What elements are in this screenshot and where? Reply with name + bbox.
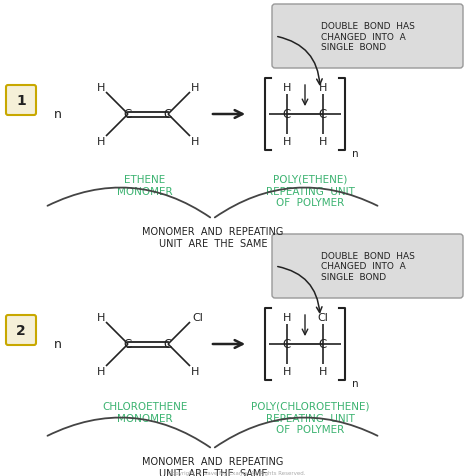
Text: C: C xyxy=(319,108,327,121)
Text: Cl: Cl xyxy=(318,312,328,322)
Text: 1: 1 xyxy=(16,94,26,108)
Text: n: n xyxy=(54,338,62,351)
Text: Cl: Cl xyxy=(192,312,203,322)
Text: DOUBLE  BOND  HAS
CHANGED  INTO  A
SINGLE  BOND: DOUBLE BOND HAS CHANGED INTO A SINGLE BO… xyxy=(320,22,414,52)
Text: H: H xyxy=(97,137,105,147)
Text: C: C xyxy=(164,338,172,351)
Text: MONOMER  AND  REPEATING
UNIT  ARE  THE  SAME: MONOMER AND REPEATING UNIT ARE THE SAME xyxy=(142,227,283,248)
Text: H: H xyxy=(191,366,199,376)
Text: MONOMER  AND  REPEATING
UNIT  ARE  THE  SAME: MONOMER AND REPEATING UNIT ARE THE SAME xyxy=(142,456,283,476)
Text: H: H xyxy=(97,366,105,376)
Text: Copyright © Save My Exams. All Rights Reserved.: Copyright © Save My Exams. All Rights Re… xyxy=(168,469,306,475)
Text: C: C xyxy=(124,108,132,121)
Text: H: H xyxy=(283,83,291,93)
Text: 2: 2 xyxy=(16,323,26,337)
Text: H: H xyxy=(319,366,327,376)
Text: ETHENE
MONOMER: ETHENE MONOMER xyxy=(117,175,173,196)
Text: H: H xyxy=(283,137,291,147)
Text: n: n xyxy=(352,149,358,159)
Text: DOUBLE  BOND  HAS
CHANGED  INTO  A
SINGLE  BOND: DOUBLE BOND HAS CHANGED INTO A SINGLE BO… xyxy=(320,252,414,281)
Text: POLY(CHLOROETHENE)
REPEATING  UNIT
OF  POLYMER: POLY(CHLOROETHENE) REPEATING UNIT OF POL… xyxy=(251,401,369,434)
Text: C: C xyxy=(283,108,291,121)
Text: C: C xyxy=(283,338,291,351)
Text: H: H xyxy=(191,83,199,93)
Text: H: H xyxy=(319,83,327,93)
Text: H: H xyxy=(97,83,105,93)
FancyBboxPatch shape xyxy=(272,235,463,298)
Text: H: H xyxy=(319,137,327,147)
Text: n: n xyxy=(54,108,62,121)
Text: C: C xyxy=(319,338,327,351)
Text: H: H xyxy=(191,137,199,147)
Text: H: H xyxy=(97,312,105,322)
Text: C: C xyxy=(164,108,172,121)
FancyBboxPatch shape xyxy=(6,86,36,116)
Text: CHLOROETHENE
MONOMER: CHLOROETHENE MONOMER xyxy=(102,401,188,423)
Text: n: n xyxy=(352,378,358,388)
Text: H: H xyxy=(283,366,291,376)
FancyBboxPatch shape xyxy=(6,315,36,345)
FancyBboxPatch shape xyxy=(272,5,463,69)
Text: H: H xyxy=(283,312,291,322)
Text: POLY(ETHENE)
REPEATING  UNIT
OF  POLYMER: POLY(ETHENE) REPEATING UNIT OF POLYMER xyxy=(265,175,355,208)
Text: C: C xyxy=(124,338,132,351)
